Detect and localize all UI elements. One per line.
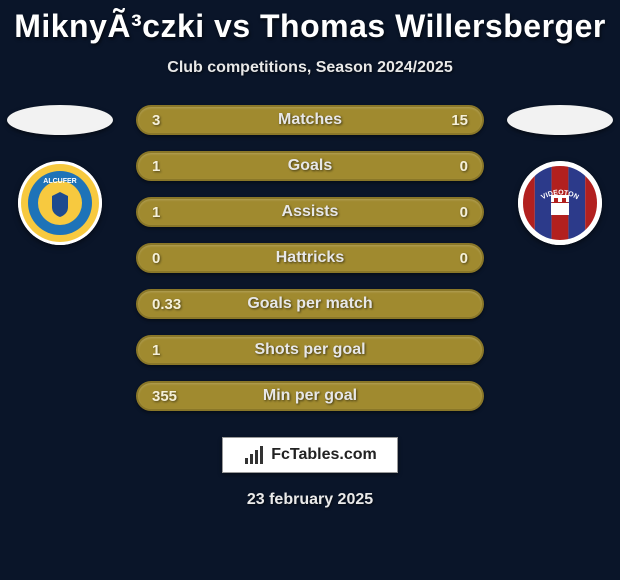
page-title: MiknyÃ³czki vs Thomas Willersberger [0, 0, 620, 45]
club-logo-right: VIDEOTON [518, 161, 602, 245]
player-right-silhouette [507, 105, 613, 135]
stat-value-left: 0.33 [152, 296, 181, 313]
club-logo-right-svg: VIDEOTON [518, 161, 602, 245]
club-logo-left-svg: ALCUFER [18, 161, 102, 245]
stat-bar: 0 Hattricks 0 [136, 243, 484, 273]
stat-label: Goals [288, 157, 332, 175]
stat-value-left: 1 [152, 342, 160, 359]
stat-value-right: 0 [460, 158, 468, 175]
stat-label: Hattricks [276, 249, 344, 267]
comparison-panel: ALCUFER VIDEOTON 3 Matches 15 1 Goals 0 1 Assis… [0, 105, 620, 411]
stat-label: Assists [282, 203, 339, 221]
stat-bar: 3 Matches 15 [136, 105, 484, 135]
stat-value-left: 1 [152, 158, 160, 175]
stat-value-right: 0 [460, 250, 468, 267]
brand-icon [243, 444, 265, 466]
brand-text: FcTables.com [271, 446, 377, 464]
stat-bar: 1 Shots per goal [136, 335, 484, 365]
player-left-silhouette [7, 105, 113, 135]
svg-text:ALCUFER: ALCUFER [43, 178, 76, 185]
player-right-column: VIDEOTON [500, 105, 620, 245]
club-logo-left: ALCUFER [18, 161, 102, 245]
stat-label: Min per goal [263, 387, 357, 405]
stat-value-left: 3 [152, 112, 160, 129]
subtitle: Club competitions, Season 2024/2025 [0, 59, 620, 77]
player-left-column: ALCUFER [0, 105, 120, 245]
stat-value-left: 0 [152, 250, 160, 267]
stat-bar: 1 Goals 0 [136, 151, 484, 181]
stat-label: Shots per goal [254, 341, 365, 359]
stat-bar: 1 Assists 0 [136, 197, 484, 227]
stat-value-right: 15 [451, 112, 468, 129]
stat-bar: 355 Min per goal [136, 381, 484, 411]
date-text: 23 february 2025 [0, 491, 620, 509]
brand-badge: FcTables.com [222, 437, 398, 473]
stat-label: Matches [278, 111, 342, 129]
stat-bars: 3 Matches 15 1 Goals 0 1 Assists 0 0 Hattricks 0 0.3… [136, 105, 484, 411]
stat-bar: 0.33 Goals per match [136, 289, 484, 319]
stat-value-left: 1 [152, 204, 160, 221]
stat-value-left: 355 [152, 388, 177, 405]
stat-value-right: 0 [460, 204, 468, 221]
stat-label: Goals per match [247, 295, 372, 313]
